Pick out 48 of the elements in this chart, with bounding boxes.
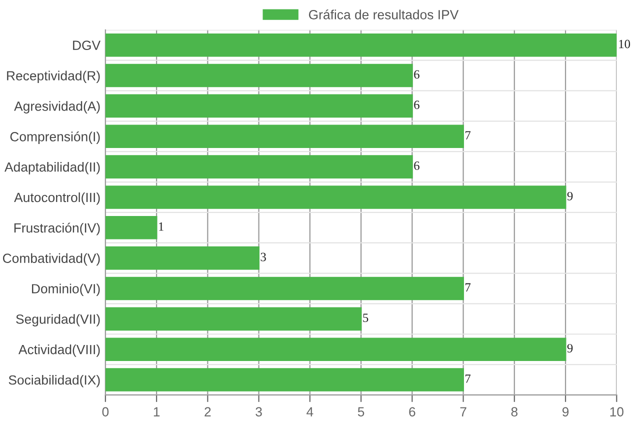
x-tick-label: 5 bbox=[358, 407, 364, 416]
bar bbox=[105, 276, 464, 300]
y-tick-label: Frustración(IV) bbox=[14, 222, 100, 236]
data-label: 10 bbox=[619, 40, 630, 48]
data-label: 9 bbox=[567, 192, 573, 200]
bar bbox=[105, 216, 158, 240]
data-label: 6 bbox=[414, 100, 420, 110]
bar bbox=[105, 338, 566, 361]
x-tick-label: 3 bbox=[256, 407, 262, 416]
bar bbox=[105, 94, 413, 118]
y-tick-label: DGV bbox=[73, 40, 101, 50]
data-label: 3 bbox=[260, 252, 266, 262]
x-tick-label: 2 bbox=[204, 407, 211, 416]
y-tick-label: Seguridad(VII) bbox=[16, 314, 100, 326]
y-tick-label: Agresividad(A) bbox=[14, 101, 100, 114]
y-tick-label: Autocontrol(III) bbox=[14, 192, 100, 205]
data-label: 7 bbox=[465, 131, 471, 140]
y-tick-label: Actividad(VIII) bbox=[18, 344, 100, 357]
x-tick-label: 10 bbox=[610, 407, 624, 416]
data-label: 6 bbox=[414, 70, 420, 79]
y-tick-label: Sociabilidad(IX) bbox=[8, 374, 100, 388]
x-tick-label: 6 bbox=[409, 407, 416, 416]
data-label: 5 bbox=[363, 314, 368, 322]
x-tick-label: 7 bbox=[460, 407, 466, 416]
data-label: 9 bbox=[567, 344, 573, 352]
bar bbox=[105, 307, 362, 331]
x-tick-label: 1 bbox=[154, 407, 160, 416]
x-tick-label: 8 bbox=[511, 407, 518, 416]
data-label: 1 bbox=[159, 222, 164, 231]
bar bbox=[105, 368, 464, 392]
bar bbox=[105, 33, 617, 57]
bar bbox=[105, 64, 413, 88]
bar bbox=[105, 186, 566, 209]
data-label: 7 bbox=[465, 283, 471, 292]
y-tick-label: Comprensión(I) bbox=[10, 132, 100, 144]
x-tick-label: 9 bbox=[562, 407, 569, 416]
x-tick-label: 0 bbox=[102, 407, 109, 416]
legend-label: Gráfica de resultados IPV bbox=[308, 10, 459, 20]
x-tick-label: 4 bbox=[306, 407, 314, 416]
data-label: 6 bbox=[414, 162, 420, 170]
y-tick-label: Receptividad(R) bbox=[7, 70, 100, 84]
bar bbox=[105, 155, 413, 178]
y-tick-label: Adaptabilidad(II) bbox=[4, 162, 100, 174]
bar bbox=[105, 246, 260, 270]
bar bbox=[105, 124, 464, 148]
data-label: 7 bbox=[465, 374, 471, 383]
y-tick-label: Dominio(VI) bbox=[32, 284, 100, 296]
y-tick-label: Combatividad(V) bbox=[2, 253, 100, 266]
